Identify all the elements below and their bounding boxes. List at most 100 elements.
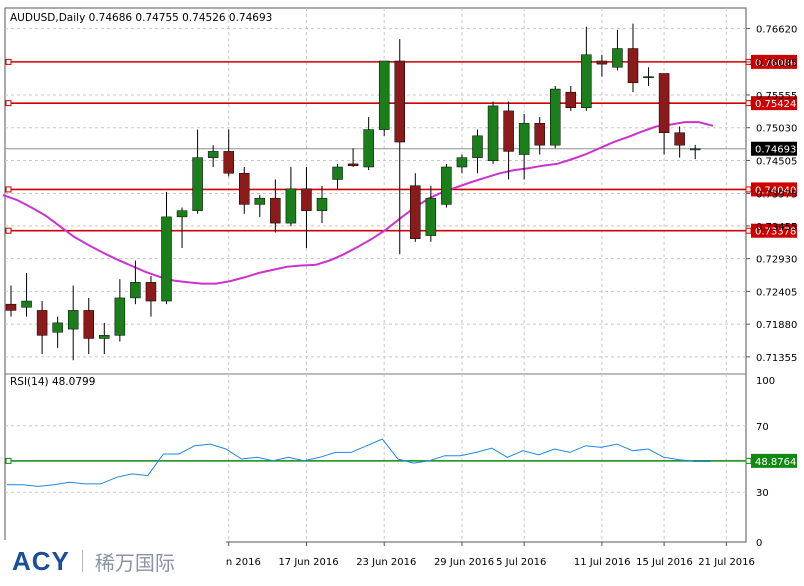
support-resistance-lines: 0.76086 0.75424 0.74040 0.73378 0.74693 [5,54,797,238]
sr-label-bg [751,223,797,238]
price-tick-label: 0.75555 [756,91,797,102]
rsi-tick-label: 30 [756,488,769,499]
sr-label-bg [751,182,797,197]
candle-bull [316,197,328,211]
grid [5,8,746,542]
candle-bull [285,188,297,224]
candle-bear [596,60,608,65]
price-tick-label: 0.72930 [756,255,797,266]
candle-bull [689,148,701,151]
candle-bull [130,282,141,299]
candle-bull [114,297,126,336]
sr-label: 0.73378 [755,227,796,238]
time-tick-label: 21 Jul 2016 [698,557,755,568]
candle-bear [83,310,94,339]
candle-bull [254,197,266,205]
candle-bull [441,166,452,205]
time-tick-label: 17 Jun 2016 [278,557,338,568]
candle-bear [674,132,685,146]
candle-bear [565,91,577,109]
candle-bull [21,300,32,308]
time-axis: 13 Jun 2016 17 Jun 2016 23 Jun 2016 29 Jun … [201,542,755,568]
candle-bull [67,310,79,330]
plot-frame [4,7,747,543]
candle-bull [378,60,390,130]
candle-bull [550,88,561,146]
price-tick-label: 0.76620 [756,25,797,36]
time-tick-label: 11 Jul 2016 [574,557,631,568]
watermark-divider [81,550,83,572]
rsi-level-label: 48.8764 [755,457,796,468]
sr-line-anchor [745,186,752,193]
price-tick-label: 0.75030 [756,124,797,135]
candle-bear [627,48,639,84]
sr-label: 0.75424 [755,99,796,110]
candle-bear [5,303,17,311]
sr-line-anchor [745,100,752,107]
rsi-tick-label: 0 [756,538,762,549]
sr-line-anchor [5,58,12,65]
chart-title: AUDUSD,Daily 0.74686 0.74755 0.74526 0.7… [10,12,272,24]
candle-bear [394,60,405,143]
sr-label: 0.76086 [755,58,796,69]
candle-bull [487,105,499,162]
sr-label: 0.74040 [755,185,796,196]
candlesticks [5,23,701,361]
price-tick-label: 0.73975 [756,189,797,200]
candle-bear [239,172,250,205]
candle-bear [301,188,312,211]
broker-watermark: ACY 稀万国际 [0,540,226,582]
broker-logo: ACY [12,545,70,576]
time-tick-label: 13 Jun 2016 [201,557,261,568]
sr-line-anchor [5,100,12,107]
candle-bull [161,216,172,302]
price-tick-label: 0.71355 [756,353,797,364]
sr-label-bg [751,54,797,69]
rsi-level-label-bg [751,453,797,468]
rsi-title: RSI(14) 48.0799 [10,376,95,388]
candle-bull [612,48,623,68]
candle-bull [207,151,219,158]
rsi-tick-label: 100 [756,376,775,387]
moving-average-line [2,121,714,285]
price-tick-label: 0.74505 [756,156,797,167]
current-price-label: 0.74693 [755,145,796,156]
price-tick-label: 0.76085 [756,58,797,69]
sr-line-anchor [5,186,12,193]
candle-bull [581,54,592,109]
sr-line-anchor [745,227,752,234]
candle-bull [99,335,110,339]
price-tick-label: 0.71880 [756,320,797,331]
rsi-tick-label: 70 [756,422,769,433]
candle-bull [52,322,63,333]
sr-line-anchor [5,227,12,234]
rsi-line [7,438,711,487]
candle-bear [347,163,359,166]
candle-bear [145,282,157,302]
price-tick-label: 0.73455 [756,222,797,233]
candle-bull [425,197,437,236]
candle-bull [192,157,203,211]
candle-bear [270,197,281,224]
rsi-indicator: 48.8764 [5,438,797,487]
rsi-level-anchor [745,457,752,464]
time-tick-label: 29 Jun 2016 [434,557,494,568]
candle-bull [643,76,654,79]
candle-bull [332,166,343,180]
price-tick-label: 0.72405 [756,287,797,298]
candle-bull [518,123,530,155]
candle-bear [410,185,421,239]
candle-bear [36,310,48,336]
candle-bull [472,135,483,158]
candle-bear [534,123,545,146]
rsi-level-anchor [5,457,12,464]
broker-name-cn: 稀万国际 [94,550,175,575]
candle-bull [456,157,468,168]
rsi-axis: 100 70 30 0 [756,376,775,549]
price-axis: 0.76620 0.76085 0.75555 0.75030 0.74505 0.739… [746,25,797,364]
candle-bull [176,210,188,218]
time-tick-label: 15 Jul 2016 [636,557,693,568]
current-price-label-bg [751,141,797,156]
